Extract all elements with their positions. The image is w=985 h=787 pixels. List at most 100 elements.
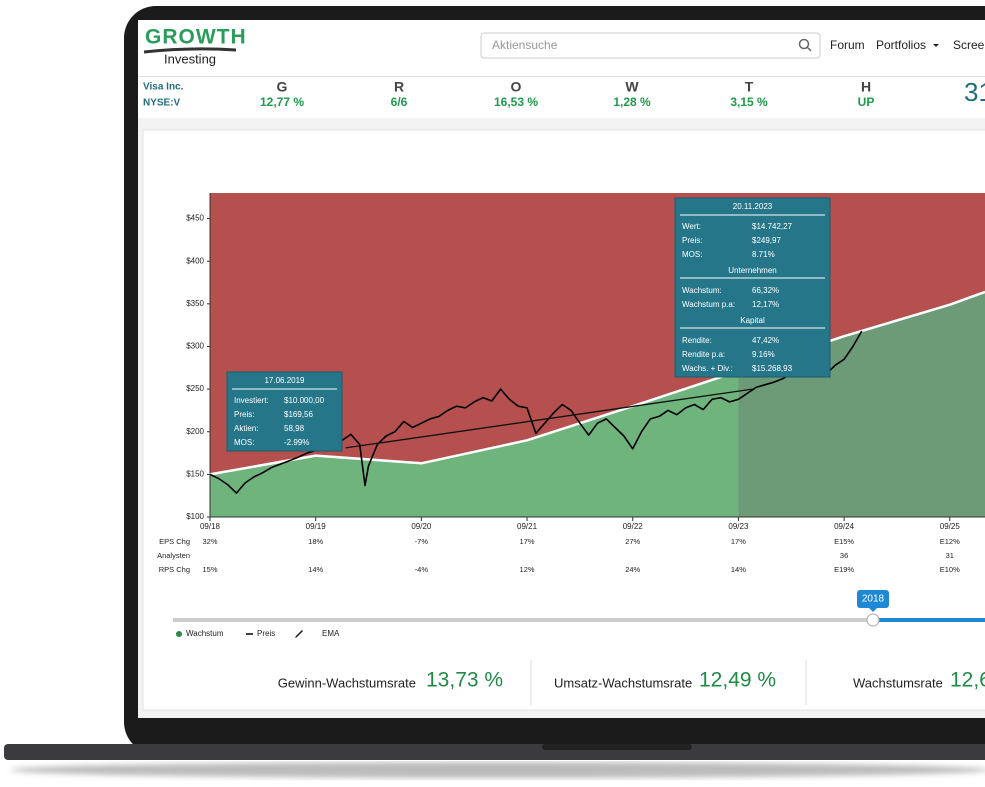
slider-label: 2018 <box>862 594 885 605</box>
tooltip-value: 58,98 <box>284 424 305 433</box>
tooltip-heading: Unternehmen <box>728 266 776 275</box>
tooltip-value: 12,17% <box>752 300 779 309</box>
kpi-value: 13,73 % <box>426 669 503 692</box>
metric-label: W <box>625 79 639 95</box>
nav-link[interactable]: Forum <box>830 38 865 52</box>
kpi-label: Gewinn-Wachstumsrate <box>278 675 416 690</box>
tooltip <box>226 371 343 452</box>
kpi-value: 12,6 <box>950 669 985 692</box>
tooltip-label: MOS: <box>682 250 702 259</box>
slider-handle[interactable] <box>866 613 880 627</box>
x-tick-label: 09/24 <box>834 522 855 531</box>
legend-label[interactable]: Preis <box>257 629 275 638</box>
search-box[interactable] <box>480 32 821 59</box>
company-name: Visa Inc. <box>143 82 184 93</box>
logo-subtitle[interactable]: Investing <box>164 51 216 66</box>
tooltip-label: Wachs. + Div.: <box>682 364 733 373</box>
metric-label: R <box>394 79 404 95</box>
metric-value: 16,53 % <box>494 95 538 109</box>
row-label: RPS Chg <box>159 565 190 574</box>
search-placeholder: Aktiensuche <box>492 38 558 52</box>
x-tick-label: 09/19 <box>306 522 327 531</box>
y-tick-label: $400 <box>186 256 204 265</box>
tooltip-title: 17.06.2019 <box>264 376 305 385</box>
y-tick-label: $450 <box>186 214 204 223</box>
tooltip-label: Wachstum p.a: <box>682 300 735 309</box>
x-tick-label: 09/25 <box>940 522 961 531</box>
tooltip-value: $10.000,00 <box>284 396 325 405</box>
x-tick-label: 09/22 <box>623 522 644 531</box>
table-cell: 17% <box>731 537 746 546</box>
kpi-label: Umsatz-Wachstumsrate <box>554 675 692 690</box>
nav-link[interactable]: Portfolios <box>876 38 926 52</box>
tooltip-value: 9.16% <box>752 350 775 359</box>
metric-label: O <box>511 79 522 95</box>
table-cell: 14% <box>308 565 323 574</box>
tooltip-label: Wachstum: <box>682 286 722 295</box>
table-cell: E15% <box>834 537 854 546</box>
slider-label-box <box>857 590 889 608</box>
pencil-icon[interactable] <box>295 630 303 638</box>
tooltip <box>674 197 831 378</box>
metric-label: G <box>277 79 288 95</box>
tooltip-value: -2.99% <box>284 438 309 447</box>
base <box>4 744 985 760</box>
table-cell: -7% <box>415 537 429 546</box>
table-cell: 15% <box>202 565 217 574</box>
tooltip-value: $249,97 <box>752 236 781 245</box>
table-cell: E10% <box>940 565 960 574</box>
legend-label[interactable]: Wachstum <box>186 629 224 638</box>
x-tick-label: 09/21 <box>517 522 538 531</box>
y-tick-label: $150 <box>186 469 204 478</box>
tooltip-value: 66,32% <box>752 286 779 295</box>
nav-link[interactable]: Scree <box>953 38 985 52</box>
metric-value: 3,15 % <box>730 95 768 109</box>
table-cell: 27% <box>625 537 640 546</box>
logo-title[interactable]: GROWTH <box>145 26 247 49</box>
table-cell: 14% <box>731 565 746 574</box>
tooltip-label: Preis: <box>234 410 254 419</box>
metric-value: UP <box>858 95 875 109</box>
tooltip-value: 47,42% <box>752 336 779 345</box>
table-cell: 17% <box>520 537 535 546</box>
legend-label[interactable]: EMA <box>322 629 340 638</box>
x-tick-label: 09/20 <box>411 522 432 531</box>
trend-line <box>345 388 753 449</box>
price: 31 <box>964 77 985 107</box>
table-cell: E12% <box>940 537 960 546</box>
search-icon[interactable] <box>798 38 810 50</box>
tooltip-label: MOS: <box>234 438 254 447</box>
tooltip-label: Rendite: <box>682 336 712 345</box>
x-tick-label: 09/23 <box>728 522 749 531</box>
kpi-label: Wachstumsrate <box>853 675 943 690</box>
kpi-value: 12,49 % <box>699 669 776 692</box>
tooltip-label: Aktien: <box>234 424 258 433</box>
metric-value: 6/6 <box>391 95 408 109</box>
tooltip-label: Rendite p.a: <box>682 350 725 359</box>
x-tick-label: 09/18 <box>200 522 221 531</box>
ticker-bar <box>138 77 985 118</box>
tooltip-value: $15.268,93 <box>752 364 793 373</box>
metric-label: H <box>861 79 871 95</box>
table-cell: 18% <box>308 537 323 546</box>
table-cell: E19% <box>834 565 854 574</box>
table-cell: -4% <box>415 565 429 574</box>
company-symbol: NYSE:V <box>143 98 181 109</box>
shadow <box>10 762 985 778</box>
search-icon <box>806 46 812 52</box>
table-cell: 24% <box>625 565 640 574</box>
tooltip-title: 20.11.2023 <box>733 202 773 211</box>
metric-label: T <box>745 79 754 95</box>
metric-value: 1,28 % <box>613 95 651 109</box>
table-cell: 31 <box>946 551 954 560</box>
tooltip-heading: Kapital <box>740 316 765 325</box>
legend-marker <box>176 631 182 637</box>
tooltip-label: Investiert: <box>234 396 269 405</box>
area-below <box>210 291 985 517</box>
y-tick-label: $100 <box>186 512 204 521</box>
caret <box>933 44 939 47</box>
tooltip-label: Wert: <box>682 222 701 231</box>
row-label: EPS Chg <box>159 537 190 546</box>
